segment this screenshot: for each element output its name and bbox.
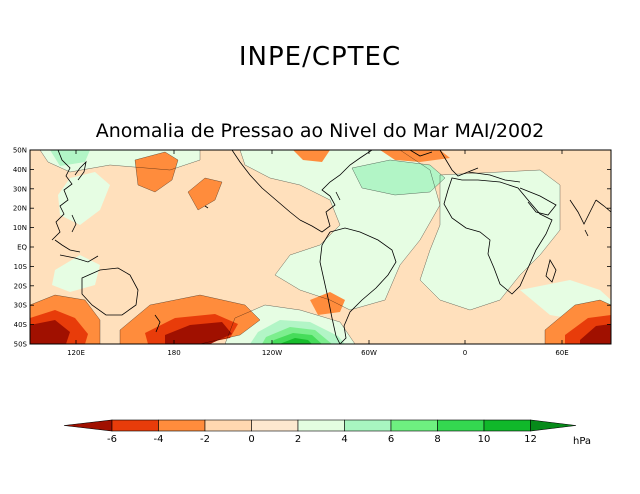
lon-label: 0 xyxy=(463,349,467,357)
neg2-region-natl xyxy=(380,150,450,162)
neg6-region-tasman xyxy=(165,322,232,344)
neg6-region-west xyxy=(30,320,70,344)
colorbar-label: -4 xyxy=(154,434,164,445)
lat-label: 40S xyxy=(14,321,28,329)
colorbar-box xyxy=(390,419,438,432)
neg2-region-chile xyxy=(310,292,345,315)
lat-label: 20S xyxy=(14,282,28,290)
colorbar-label: 4 xyxy=(341,434,347,445)
colorbar-box xyxy=(111,419,159,432)
page-title: INPE/CPTEC xyxy=(238,42,402,72)
lat-label: 40N xyxy=(13,166,27,174)
colorbar-box xyxy=(251,419,299,432)
neg2-region-npac xyxy=(135,152,178,192)
colorbar-box xyxy=(158,419,206,432)
lat-label: 50S xyxy=(14,341,28,349)
colorbar-label: 0 xyxy=(248,434,254,445)
neg2-region-nepac xyxy=(188,178,222,210)
map-title: Anomalia de Pressao ao Nivel do Mar MAI/… xyxy=(95,120,545,142)
colorbar-box xyxy=(483,419,531,432)
coastlines xyxy=(51,150,611,344)
colorbar: -6 -4 -2 0 2 4 6 8 10 12 hPa xyxy=(63,419,591,447)
pos-region-indonesia xyxy=(52,255,100,292)
pos8-region-spac xyxy=(280,338,312,344)
colorbar-label: 8 xyxy=(434,434,440,445)
map-field xyxy=(30,150,611,344)
neg6-region-east xyxy=(580,324,611,344)
colorbar-label: -6 xyxy=(107,434,117,445)
neg2-region-gulf xyxy=(293,150,330,162)
colorbar-box xyxy=(297,419,345,432)
pos2-region-atlantic xyxy=(352,160,445,195)
lon-label: 120W xyxy=(262,349,282,357)
longitude-axis: 120E 180 120W 60W 0 60E xyxy=(67,150,569,357)
colorbar-arrow-right xyxy=(530,419,577,432)
colorbar-unit: hPa xyxy=(573,436,591,447)
colorbar-box xyxy=(344,419,392,432)
colorbar-box xyxy=(204,419,252,432)
lat-label: 50N xyxy=(13,147,27,155)
lat-label: 20N xyxy=(13,205,27,213)
lat-label: 10N xyxy=(13,224,27,232)
lat-label: 30N xyxy=(13,185,27,193)
colorbar-label: 10 xyxy=(478,434,491,445)
lon-label: 120E xyxy=(67,349,85,357)
contour-lines xyxy=(30,150,611,344)
colorbar-label: 12 xyxy=(524,434,537,445)
latitude-axis: 50N 40N 30N 20N 10N EQ 10S 20S 30S 40S 50S xyxy=(13,147,611,349)
lon-label: 60E xyxy=(555,349,568,357)
lat-label: 30S xyxy=(14,302,28,310)
colorbar-label: 2 xyxy=(295,434,301,445)
colorbar-box xyxy=(437,419,485,432)
colorbar-label: -2 xyxy=(200,434,210,445)
colorbar-label: 6 xyxy=(388,434,394,445)
colorbar-arrow-left xyxy=(63,419,113,432)
lat-label: 10S xyxy=(14,263,28,271)
lon-label: 180 xyxy=(167,349,180,357)
lon-label: 60W xyxy=(361,349,377,357)
lat-label: EQ xyxy=(17,244,27,252)
